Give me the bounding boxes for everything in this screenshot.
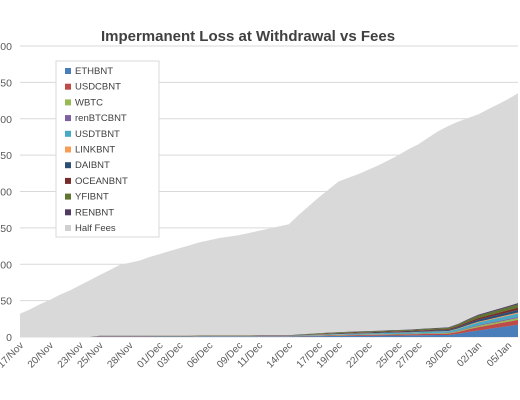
legend-swatch <box>65 193 71 200</box>
legend-label: LINKBNT <box>75 145 115 156</box>
x-tick-label: 22/Dec <box>345 340 375 370</box>
y-tick-label: 300 <box>0 114 12 126</box>
legend-swatch <box>65 68 71 74</box>
area-ethbnt <box>20 324 518 337</box>
chart-title: Impermanent Loss at Withdrawal vs Fees <box>101 28 395 45</box>
plot-areas <box>20 93 518 337</box>
y-tick-label: 50 <box>0 296 12 308</box>
legend-swatch <box>65 177 71 184</box>
y-tick-label: 400 <box>0 41 12 53</box>
x-tick-label: 28/Nov <box>105 340 135 370</box>
legend-label: USDTBNT <box>75 129 120 140</box>
legend-label: WBTC <box>75 97 103 108</box>
legend-label: Half Fees <box>75 223 116 234</box>
legend-swatch <box>65 162 71 169</box>
x-tick-label: 14/Dec <box>265 340 295 370</box>
legend-swatch <box>65 225 71 231</box>
y-tick-label: 150 <box>0 223 12 235</box>
legend-label: RENBNT <box>75 207 114 218</box>
legend-swatch <box>65 146 71 153</box>
y-tick-label: 200 <box>0 187 12 199</box>
legend-box <box>55 60 160 238</box>
x-tick-label: 17/Nov <box>0 340 26 370</box>
legend-label: OCEANBNT <box>75 176 128 187</box>
x-tick-label: 20/Nov <box>26 340 56 370</box>
legend-label: ETHBNT <box>75 66 113 77</box>
legend-label: renBTCBNT <box>75 113 127 124</box>
x-tick-label: 06/Dec <box>185 340 215 370</box>
legend-swatch <box>65 99 71 106</box>
area-half-fees <box>20 93 518 337</box>
y-tick-label: 0 <box>6 332 12 344</box>
legend-label: USDCBNT <box>75 82 121 93</box>
legend-label: YFIBNT <box>75 192 109 203</box>
x-tick-label: 05/Jan <box>485 340 514 369</box>
y-tick-label: 100 <box>0 259 12 271</box>
legend-label: DAIBNT <box>75 160 110 171</box>
y-axis-ticks: 0 50 100 150 200 250 300 350 400 <box>0 41 12 344</box>
legend-swatch <box>65 209 71 216</box>
y-tick-label: 350 <box>0 77 12 89</box>
x-tick-label: 30/Dec <box>424 340 454 370</box>
x-tick-label: 02/Jan <box>455 340 484 369</box>
legend: ETHBNT USDCBNT WBTC renBTCBNT USDTBNT LINKBNT… <box>55 60 160 238</box>
y-tick-label: 250 <box>0 150 12 162</box>
legend-swatch <box>65 115 71 122</box>
legend-swatch <box>65 130 71 137</box>
legend-swatch <box>65 83 71 90</box>
